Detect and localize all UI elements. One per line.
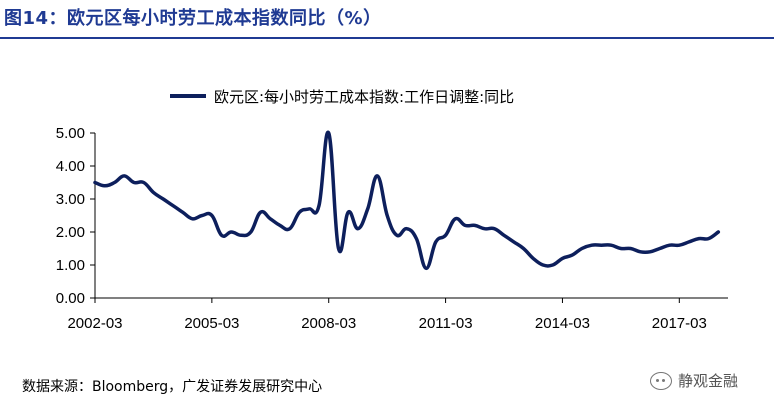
y-tick-label: 1.00 (56, 257, 85, 274)
x-tick-label: 2014-03 (535, 315, 590, 332)
title-divider (0, 37, 774, 39)
y-axis: 0.00 1.00 2.00 3.00 4.00 5.00 (56, 125, 96, 307)
page-title: 图14：欧元区每小时劳工成本指数同比（%） (4, 8, 382, 29)
y-tick-label: 4.00 (56, 158, 85, 175)
y-tick-label: 2.00 (56, 224, 85, 241)
watermark: 静观金融 (650, 370, 738, 391)
source-note: 数据来源：Bloomberg，广发证券发展研究中心 (22, 379, 323, 395)
wechat-icon (650, 371, 672, 390)
series-line (93, 130, 721, 271)
watermark-text: 静观金融 (678, 372, 739, 390)
x-tick-label: 2017-03 (652, 315, 707, 332)
x-axis: 2002-03 2005-03 2008-03 2011-03 2014-03 2017-… (67, 297, 728, 332)
y-tick-label: 0.00 (56, 290, 85, 307)
y-tick-label: 3.00 (56, 191, 85, 208)
x-tick-label: 2005-03 (184, 315, 239, 332)
x-tick-label: 2008-03 (301, 315, 356, 332)
x-tick-label: 2011-03 (419, 315, 473, 332)
x-tick-label: 2002-03 (67, 315, 122, 332)
series-layer (93, 130, 721, 271)
legend: 欧元区:每小时劳工成本指数:工作日调整:同比 (170, 88, 514, 106)
y-tick-label: 5.00 (56, 125, 85, 142)
legend-label: 欧元区:每小时劳工成本指数:工作日调整:同比 (214, 88, 514, 106)
